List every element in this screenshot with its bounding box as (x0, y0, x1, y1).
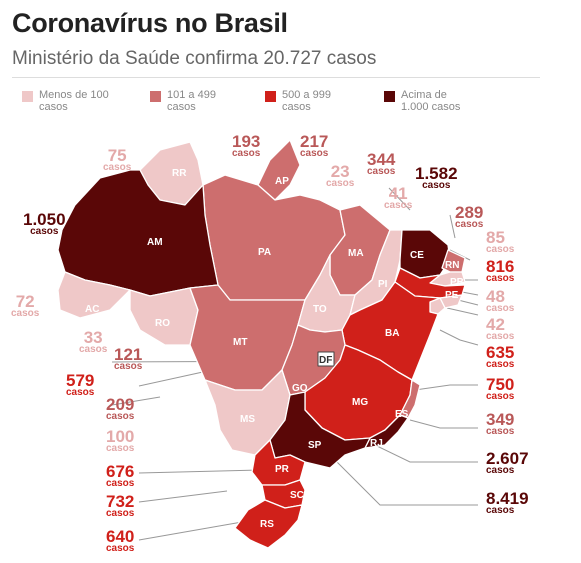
title-divider (12, 77, 540, 78)
count-pr: 676 casos (106, 462, 135, 489)
code-to: TO (313, 304, 327, 315)
count-ro: 33 casos (79, 328, 108, 355)
legend-swatch-medium (150, 91, 161, 102)
count-rr: 75 casos (103, 146, 132, 173)
count-pa: 217 casos (300, 132, 329, 159)
code-df: DF (319, 355, 332, 366)
code-ro: RO (155, 318, 170, 329)
code-sc: SC (290, 490, 304, 501)
count-al: 48 casos (486, 287, 515, 314)
legend-swatch-low (22, 91, 33, 102)
count-ma: 23 casos (326, 162, 355, 189)
state-ro[interactable] (129, 287, 199, 346)
legend-label-medium: 101 a 499 casos (167, 89, 216, 113)
code-am: AM (147, 237, 163, 248)
code-rs: RS (260, 519, 274, 530)
state-df[interactable] (317, 351, 335, 367)
legend-label-high: 500 a 999 casos (282, 89, 331, 113)
count-ac: 72 casos (11, 292, 40, 319)
legend-item-very-high: Acima de 1.000 casos (384, 89, 473, 113)
code-ba: BA (385, 328, 399, 339)
code-ce: CE (410, 250, 424, 261)
code-ac: AC (85, 304, 99, 315)
code-ms: MS (240, 414, 255, 425)
legend-item-low: Menos de 100 casos (22, 89, 111, 113)
code-mg: MG (352, 397, 368, 408)
count-pe: 816 casos (486, 257, 515, 284)
code-sp: SP (308, 440, 322, 451)
legend-label-very-high: Acima de 1.000 casos (401, 89, 461, 113)
code-mt: MT (233, 337, 247, 348)
count-mt: 121 casos (114, 345, 143, 372)
state-rj[interactable] (364, 414, 409, 449)
count-se: 42 casos (486, 315, 515, 342)
legend-swatch-very-high (384, 91, 395, 102)
code-rn: RN (445, 260, 459, 271)
count-sc: 732 casos (106, 492, 135, 519)
code-pi: PI (378, 279, 388, 290)
legend-swatch-high (265, 91, 276, 102)
count-rs: 640 casos (106, 527, 135, 554)
legend-item-medium: 101 a 499 casos (150, 89, 239, 113)
code-rr: RR (172, 168, 187, 179)
count-rn: 289 casos (455, 203, 484, 230)
legend-item-high: 500 a 999 casos (265, 89, 354, 113)
code-rj: RJ (370, 438, 383, 449)
count-ba: 635 casos (486, 343, 515, 370)
state-ce[interactable] (399, 229, 451, 279)
count-pi: 41 casos (384, 184, 413, 211)
state-pr[interactable] (251, 439, 306, 486)
code-ap: AP (275, 176, 289, 187)
map-title: Coronavírus no Brasil (12, 8, 288, 38)
map-subtitle: Ministério da Saúde confirma 20.727 caso… (12, 48, 377, 69)
code-es: ES (395, 409, 409, 420)
count-ce: 1.582 casos (415, 164, 458, 191)
count-ms: 100 casos (106, 427, 135, 454)
code-ma: MA (348, 248, 364, 259)
count-go: 209 casos (106, 395, 135, 422)
state-rs[interactable] (234, 499, 303, 549)
count-am: 1.050 casos (23, 210, 66, 237)
code-pe: PE (445, 290, 459, 301)
count-ap: 193 casos (232, 132, 261, 159)
code-pb: PB (450, 277, 464, 288)
count-sp: 8.419 casos (486, 489, 529, 516)
count-mg: 750 casos (486, 375, 515, 402)
count-rj: 2.607 casos (486, 449, 529, 476)
count-df: 579 casos (66, 371, 95, 398)
count-es: 349 casos (486, 410, 515, 437)
count-to: 344 casos (367, 150, 396, 177)
code-pa: PA (258, 247, 271, 258)
legend-label-low: Menos de 100 casos (39, 89, 109, 113)
count-pb: 85 casos (486, 228, 515, 255)
code-go: GO (292, 383, 308, 394)
code-pr: PR (275, 464, 290, 475)
